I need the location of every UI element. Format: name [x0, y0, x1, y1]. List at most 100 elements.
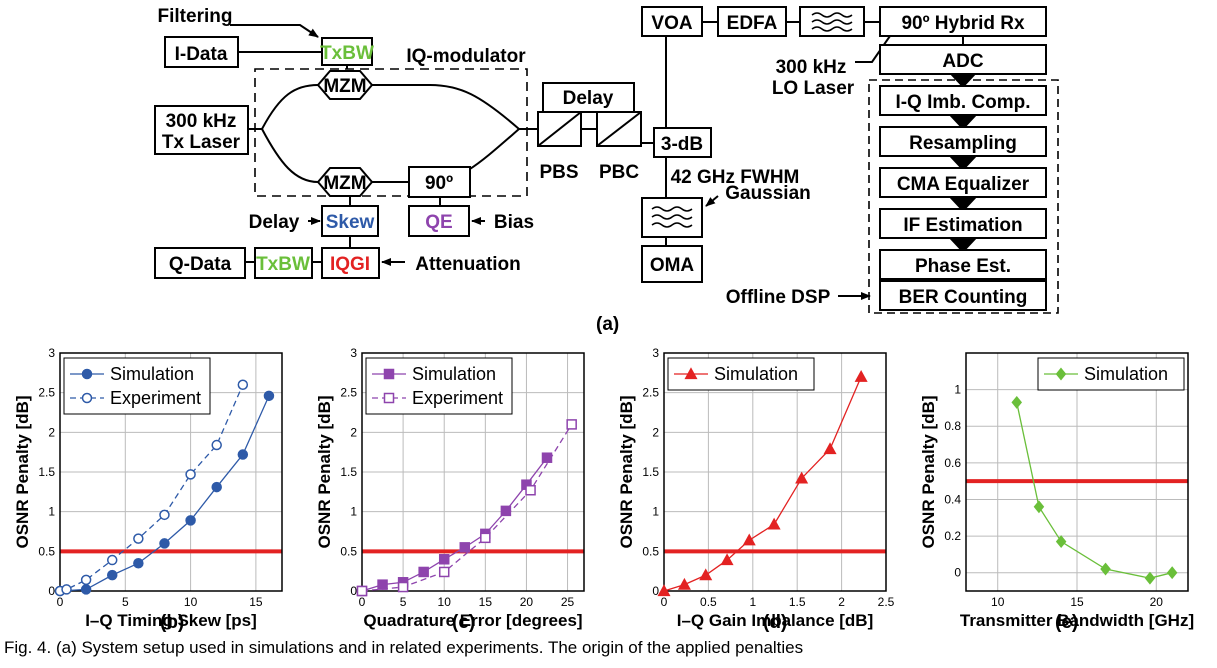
tx-laser-line1: 300 kHz	[166, 111, 237, 132]
data-point	[61, 584, 72, 595]
series-simulation	[54, 390, 275, 597]
legend-label: Simulation	[714, 364, 798, 384]
y-tick-label: 3	[48, 346, 55, 360]
txbw-top-label: TxBW	[320, 43, 374, 64]
gain-imbalance-chart: 0 0.5 1 1.5 2 2.5 0 0.5 1 1.5 2 2.5 3 I–Q Gain Imbala…	[617, 346, 895, 630]
lo-laser-line2: LO Laser	[772, 78, 855, 99]
y-tick-label: 3	[350, 346, 357, 360]
data-point	[377, 579, 388, 590]
data-point	[823, 442, 837, 455]
x-tick-label: 2.5	[878, 595, 895, 609]
tx-laser-line2: Tx Laser	[162, 132, 241, 153]
y-tick-label: 2.5	[38, 386, 55, 400]
voa-label: VOA	[651, 13, 692, 34]
x-axis-label: I–Q Timing Skew [ps]	[85, 611, 257, 630]
data-point	[1100, 562, 1111, 576]
series-simulation	[657, 370, 868, 597]
y-tick-label: 0.8	[944, 419, 961, 433]
q-data-label: Q-Data	[169, 254, 232, 275]
legend-label: Simulation	[110, 364, 194, 384]
data-point	[459, 542, 471, 553]
filter-spec-line2: Gaussian	[725, 183, 811, 204]
y-tick-label: 1.5	[642, 465, 659, 479]
x-tick-label: 0	[57, 595, 64, 609]
data-point	[1144, 571, 1156, 585]
data-point	[480, 532, 491, 544]
series-simulation	[356, 452, 553, 597]
series-line	[663, 376, 862, 592]
data-point	[185, 469, 196, 480]
data-point	[795, 471, 809, 484]
y-tick-label: 0.4	[944, 492, 961, 506]
dsp-block-label: I-Q Imb. Comp.	[895, 92, 1030, 113]
y-axis-label: OSNR Penalty [dB]	[919, 395, 938, 548]
y-tick-label: 1.5	[340, 465, 357, 479]
dsp-block-label: Phase Est.	[915, 256, 1011, 277]
series-line	[1016, 402, 1173, 579]
series-line	[361, 457, 548, 592]
data-point	[854, 370, 868, 382]
x-tick-label: 1.5	[789, 595, 806, 609]
data-point	[1055, 535, 1067, 549]
iq-modulator-label: IQ-modulator	[406, 46, 526, 67]
series-line	[59, 395, 270, 592]
offline-dsp-label: Offline DSP	[726, 287, 831, 308]
series-experiment	[54, 379, 249, 597]
y-tick-label: 1	[652, 505, 659, 519]
i-data-label: I-Data	[175, 44, 228, 65]
data-point	[80, 574, 92, 586]
pbc-label: PBC	[599, 162, 639, 183]
caption-c: (c)	[452, 612, 476, 633]
figure-caption: Fig. 4. (a) System setup used in simulat…	[4, 638, 804, 657]
y-tick-label: 0	[954, 566, 961, 580]
legend-marker	[81, 392, 93, 404]
data-point	[80, 584, 92, 595]
y-tick-label: 0	[652, 584, 659, 598]
data-point	[699, 568, 713, 581]
skew-penalty-chart: 0 5 10 15 0 0.5 1 1.5 2 2.5 3 I–Q Timing Skew [ps] O…	[13, 346, 283, 630]
coupler-label: 3-dB	[661, 134, 703, 155]
x-tick-label: 15	[249, 595, 263, 609]
y-tick-label: 1	[954, 383, 961, 397]
tx-bandwidth-chart: 10 15 20 0 0.2 0.4 0.6 0.8 1 Transmitter Bandwidt…	[919, 352, 1194, 630]
adc-label: ADC	[942, 51, 983, 72]
mzm-top-label: MZM	[323, 76, 366, 97]
x-tick-label: 15	[479, 595, 493, 609]
txbw-bottom-label: TxBW	[256, 254, 310, 275]
caption-a: (a)	[596, 314, 620, 335]
data-point	[677, 577, 691, 590]
data-point	[438, 566, 450, 578]
system-setup-diagram: Filtering I-Data TxBW IQ-modulator MZM M…	[154, 6, 1059, 314]
y-tick-label: 0.5	[340, 544, 357, 558]
data-point	[742, 533, 756, 546]
legend-label: Experiment	[412, 388, 503, 408]
legend-label: Simulation	[412, 364, 496, 384]
data-point	[106, 569, 118, 581]
pol-delay-label: Delay	[563, 88, 614, 109]
data-point	[566, 419, 577, 430]
dsp-block-label: BER Counting	[899, 287, 1028, 308]
qe-label: QE	[425, 212, 452, 233]
pbs-label: PBS	[539, 162, 578, 183]
lo-laser-line1: 300 kHz	[776, 57, 847, 78]
legend-marker	[383, 368, 395, 380]
y-tick-label: 2.5	[642, 386, 659, 400]
x-tick-label: 20	[1150, 595, 1164, 609]
data-point	[237, 379, 249, 390]
data-point	[397, 581, 409, 593]
filtering-label: Filtering	[158, 6, 233, 27]
series-line	[361, 424, 573, 592]
data-point	[133, 557, 144, 569]
plot-frame	[965, 352, 1189, 592]
legend-box	[1037, 357, 1185, 391]
x-tick-label: 25	[561, 595, 575, 609]
data-point	[720, 553, 734, 566]
y-tick-label: 2.5	[340, 386, 357, 400]
series-experiment	[356, 419, 577, 597]
iqgi-label: IQGI	[330, 254, 370, 275]
data-point	[159, 509, 170, 521]
legend-box	[365, 357, 513, 415]
caption-e: (e)	[1055, 612, 1079, 633]
legend: Simulation	[1037, 357, 1185, 391]
data-point	[1166, 566, 1178, 580]
